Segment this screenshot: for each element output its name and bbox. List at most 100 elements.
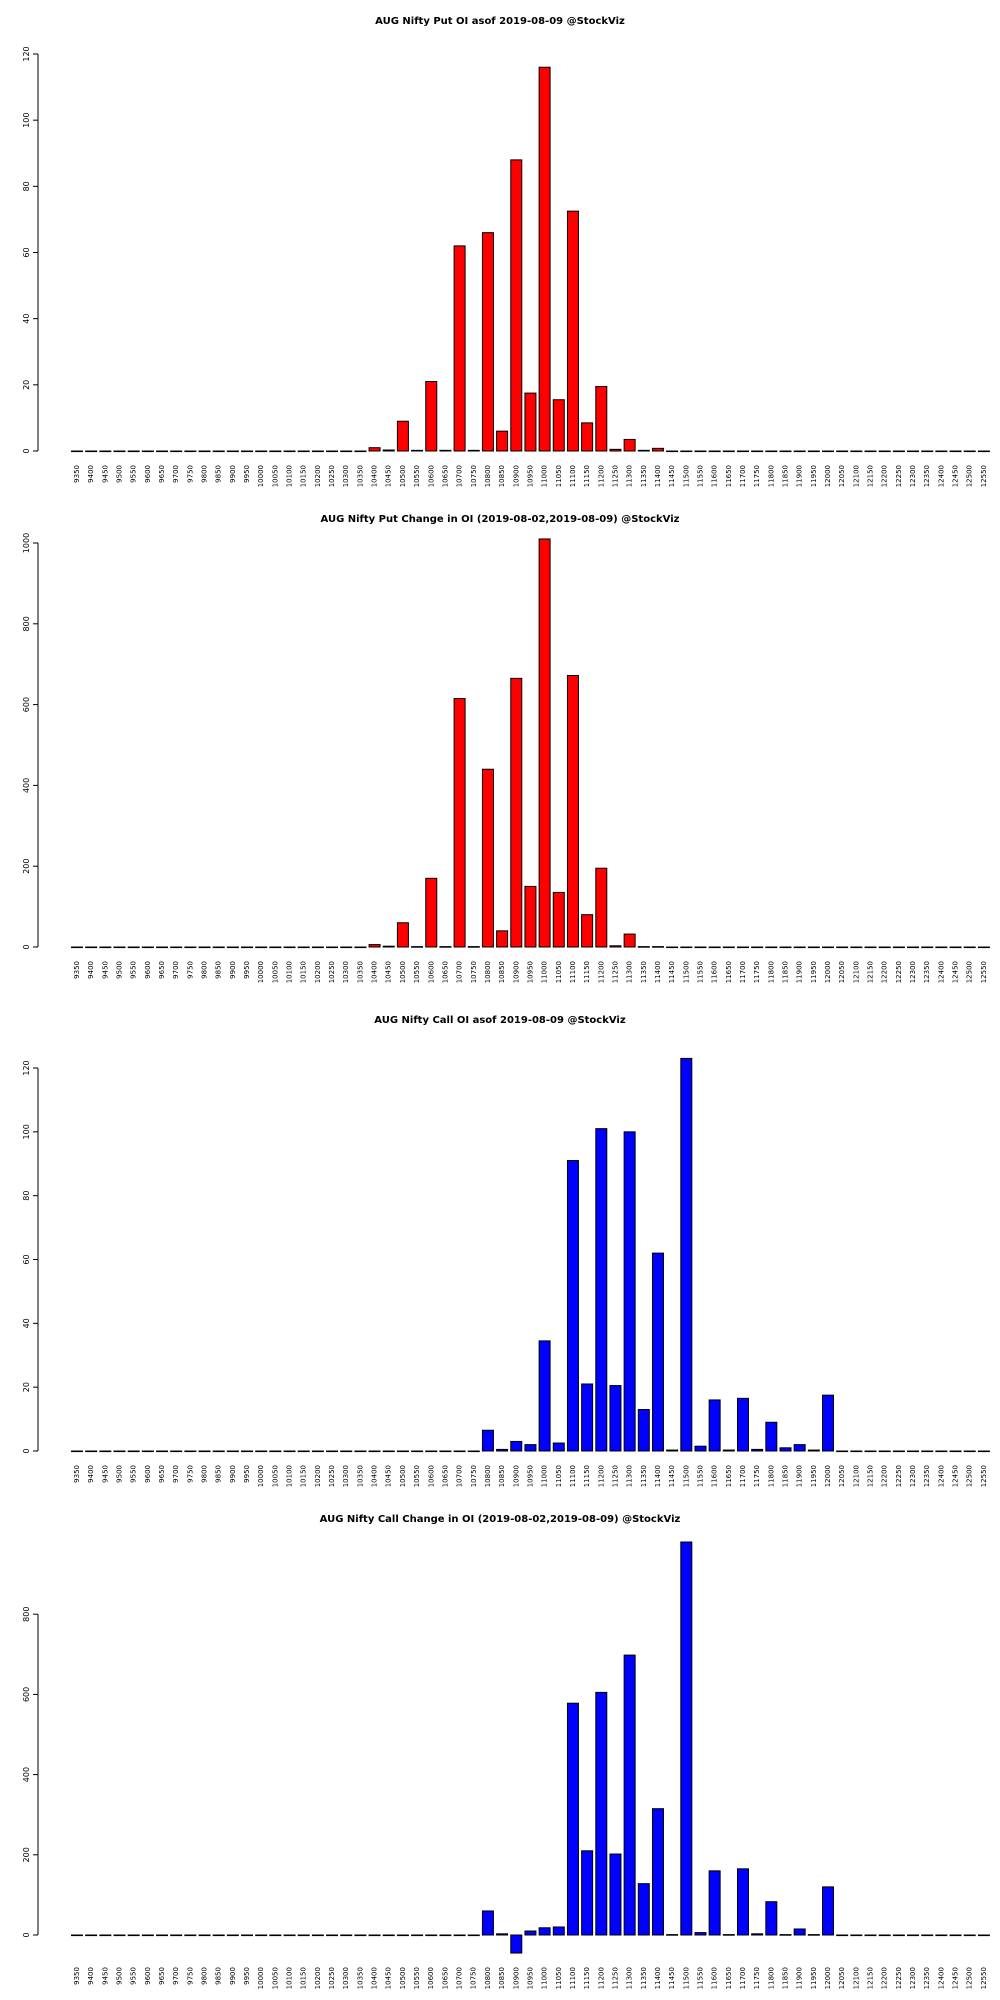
bar-12400 bbox=[935, 450, 948, 453]
x-tick-label: 12200 bbox=[881, 465, 889, 487]
bar-12300 bbox=[907, 1450, 920, 1453]
x-tick-label: 12350 bbox=[923, 1465, 931, 1487]
bar-10750 bbox=[467, 1934, 480, 1937]
bar-11650 bbox=[722, 450, 735, 453]
x-tick-label: 11000 bbox=[541, 465, 549, 487]
x-tick-label: 11200 bbox=[597, 961, 605, 983]
bar-12250 bbox=[892, 450, 905, 453]
x-tick-label: 11150 bbox=[583, 465, 591, 487]
bar-11450 bbox=[666, 450, 679, 453]
x-tick-label: 9500 bbox=[116, 465, 124, 483]
x-tick-label: 9650 bbox=[158, 465, 166, 483]
x-tick-label: 11450 bbox=[668, 961, 676, 983]
x-tick-label: 10950 bbox=[526, 1967, 534, 1989]
x-tick-label: 11600 bbox=[711, 465, 719, 487]
x-tick-label: 12500 bbox=[966, 961, 974, 983]
x-tick-label: 9650 bbox=[158, 1465, 166, 1483]
x-tick-label: 9600 bbox=[144, 961, 152, 979]
x-tick-label: 11000 bbox=[541, 1465, 549, 1487]
x-tick-label: 12250 bbox=[895, 1465, 903, 1487]
x-tick-label: 9800 bbox=[201, 961, 209, 979]
bar-10650 bbox=[439, 946, 452, 948]
x-tick-label: 10000 bbox=[257, 465, 265, 487]
bar-10300 bbox=[340, 946, 353, 949]
chart-4: AUG Nifty Call Change in OI (2019-08-02,… bbox=[22, 1514, 990, 1989]
bar-9850 bbox=[212, 946, 225, 949]
x-tick-label: 11850 bbox=[782, 465, 790, 487]
x-tick-label: 10850 bbox=[498, 1465, 506, 1487]
x-tick-label: 12300 bbox=[909, 961, 917, 983]
x-tick-label: 11500 bbox=[682, 465, 690, 487]
y-tick-label: 120 bbox=[22, 1060, 31, 1075]
x-tick-label: 10100 bbox=[286, 1967, 294, 1989]
x-tick-label: 11850 bbox=[782, 961, 790, 983]
bar-9700 bbox=[170, 1934, 183, 1937]
bar-12150 bbox=[864, 450, 877, 453]
x-tick-label: 10300 bbox=[342, 1465, 350, 1487]
y-tick-label: 0 bbox=[22, 1932, 31, 1937]
bar-9550 bbox=[127, 450, 140, 453]
x-tick-label: 9450 bbox=[101, 961, 109, 979]
bar-12450 bbox=[949, 1450, 962, 1453]
bar-9450 bbox=[99, 450, 112, 453]
bar-12100 bbox=[850, 1934, 863, 1937]
bar-10100 bbox=[283, 946, 296, 949]
bar-12100 bbox=[850, 1450, 863, 1453]
bar-11800 bbox=[765, 946, 778, 949]
x-tick-label: 10800 bbox=[484, 1967, 492, 1989]
x-tick-label: 10400 bbox=[371, 1465, 379, 1487]
bar-11850 bbox=[779, 946, 792, 949]
x-tick-label: 11450 bbox=[668, 465, 676, 487]
bar-9600 bbox=[141, 946, 154, 949]
bar-10050 bbox=[269, 1450, 282, 1453]
x-tick-label: 9850 bbox=[215, 465, 223, 483]
bar-12550 bbox=[977, 450, 990, 453]
x-tick-label: 11550 bbox=[696, 1967, 704, 1989]
bar-10150 bbox=[297, 450, 310, 453]
x-tick-label: 11150 bbox=[583, 1465, 591, 1487]
x-tick-label: 12550 bbox=[980, 1465, 988, 1487]
x-tick-label: 10100 bbox=[286, 465, 294, 487]
x-tick-label: 12100 bbox=[852, 1465, 860, 1487]
x-tick-label: 10350 bbox=[356, 465, 364, 487]
bar-9800 bbox=[198, 1934, 211, 1937]
bar-12000 bbox=[822, 1886, 835, 1936]
x-tick-label: 12200 bbox=[881, 1967, 889, 1989]
x-tick-label: 9550 bbox=[130, 961, 138, 979]
bar-11250 bbox=[609, 1853, 622, 1936]
chart-title: AUG Nifty Put Change in OI (2019-08-02,2… bbox=[321, 514, 680, 525]
bar-11700 bbox=[736, 450, 749, 453]
x-tick-label: 10400 bbox=[371, 961, 379, 983]
x-tick-label: 10450 bbox=[385, 961, 393, 983]
x-tick-label: 10550 bbox=[413, 1967, 421, 1989]
x-tick-label: 12100 bbox=[852, 1967, 860, 1989]
y-tick-label: 0 bbox=[22, 1448, 31, 1453]
bar-11800 bbox=[765, 1421, 778, 1452]
bar-11150 bbox=[581, 914, 594, 948]
bar-12250 bbox=[892, 946, 905, 949]
x-tick-label: 9800 bbox=[201, 1465, 209, 1483]
x-tick-label: 10450 bbox=[385, 465, 393, 487]
bar-10250 bbox=[326, 450, 339, 453]
bar-11550 bbox=[694, 946, 707, 949]
bar-11100 bbox=[566, 1160, 579, 1452]
x-tick-label: 12150 bbox=[867, 1967, 875, 1989]
bar-9500 bbox=[113, 1934, 126, 1937]
x-tick-label: 11500 bbox=[682, 1465, 690, 1487]
bar-9600 bbox=[141, 1450, 154, 1453]
x-tick-label: 9850 bbox=[215, 961, 223, 979]
x-tick-label: 12400 bbox=[937, 961, 945, 983]
bar-12100 bbox=[850, 450, 863, 453]
bar-11150 bbox=[581, 1383, 594, 1452]
x-tick-label: 9750 bbox=[186, 1465, 194, 1483]
bar-11200 bbox=[595, 385, 608, 452]
bar-12000 bbox=[822, 1394, 835, 1452]
x-tick-label: 9350 bbox=[73, 1465, 81, 1483]
bar-10700 bbox=[453, 1450, 466, 1453]
x-tick-label: 9900 bbox=[229, 1465, 237, 1483]
x-tick-label: 11300 bbox=[626, 1465, 634, 1487]
x-tick-label: 10350 bbox=[356, 961, 364, 983]
x-tick-label: 10650 bbox=[441, 1465, 449, 1487]
x-tick-label: 9500 bbox=[116, 1465, 124, 1483]
x-tick-label: 11050 bbox=[555, 1967, 563, 1989]
